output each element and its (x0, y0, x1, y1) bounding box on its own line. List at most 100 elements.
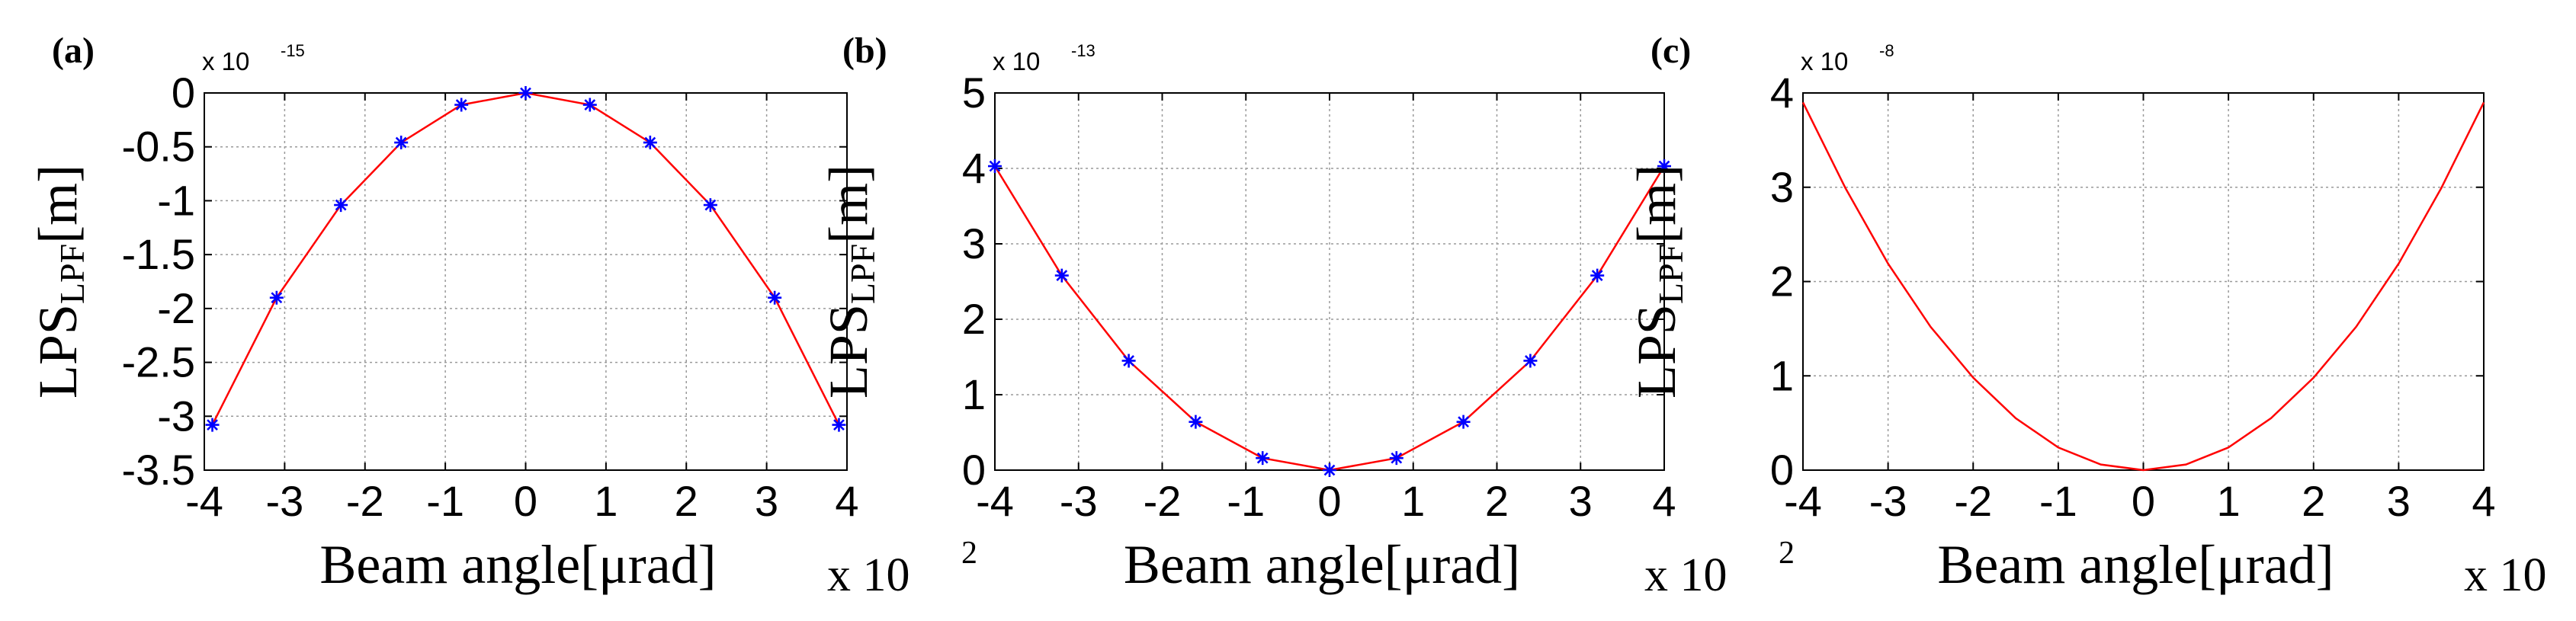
data-point-marker (518, 86, 533, 100)
data-point-marker (205, 418, 220, 432)
x-tick-label: -4 (976, 477, 1014, 525)
y-tick-label: 5 (962, 69, 986, 117)
data-point-marker (334, 198, 348, 213)
data-point-marker (582, 98, 597, 112)
x-axis-label: Beam angle[μrad] (319, 534, 716, 595)
x-tick-label: 1 (594, 477, 618, 525)
data-point-marker (768, 290, 782, 305)
x-tick-label: 0 (2132, 477, 2155, 525)
x-tick-label: 4 (1652, 477, 1676, 525)
y-axis-label-subscript: LPF (1651, 244, 1690, 304)
x-tick-label: -1 (426, 477, 464, 525)
x-tick-label: 3 (755, 477, 778, 525)
x-tick-label: -3 (265, 477, 303, 525)
x-tick-label: -3 (1869, 477, 1907, 525)
y-axis-label: LPSLPF[m] (27, 165, 91, 399)
data-point-marker (1523, 354, 1538, 368)
data-point-marker (1189, 415, 1203, 429)
data-point-marker (1323, 463, 1336, 477)
x-multiplier-base: x 10 (1644, 549, 1727, 601)
series-line (1801, 101, 2485, 472)
x-tick-label: 1 (2217, 477, 2241, 525)
x-multiplier-power: 2 (961, 536, 977, 571)
y-tick-label: -0.5 (122, 123, 196, 171)
y-axis-label-unit: [m] (27, 165, 88, 244)
x-tick-label: 3 (1569, 477, 1593, 525)
data-point-marker (1590, 268, 1605, 283)
y-axis-label: LPSLPF[m] (818, 165, 882, 399)
x-tick-label: 4 (2472, 477, 2495, 525)
data-point-marker (832, 418, 846, 432)
x-tick-label: -2 (1144, 477, 1182, 525)
y-tick-label: 4 (962, 144, 986, 192)
data-point-marker (1054, 268, 1069, 283)
x-tick-label: -3 (1060, 477, 1098, 525)
y-axis-label-main: LPS (1626, 304, 1687, 399)
y-tick-label: -2 (157, 284, 195, 332)
x-multiplier-power: 2 (1779, 536, 1795, 571)
panel-label: (a) (52, 30, 95, 71)
y-tick-label: -2.5 (122, 338, 196, 386)
y-tick-label: 3 (1770, 163, 1794, 211)
y-axis-label-unit: [m] (818, 165, 879, 244)
data-point-marker (1256, 451, 1270, 466)
x-tick-label: 2 (675, 477, 698, 525)
y-exponent-base: x 10 (993, 47, 1040, 75)
y-tick-label: 2 (1770, 258, 1794, 306)
y-tick-label: -3.5 (122, 446, 196, 494)
x-tick-label: 2 (1485, 477, 1509, 525)
x-tick-label: 4 (835, 477, 858, 525)
data-point-marker (1456, 415, 1471, 429)
x-tick-label: -2 (1954, 477, 1992, 525)
x-tick-label: -1 (2039, 477, 2077, 525)
chart-panel-3: -4 -3 -2 -1 0 1 2 3 4 0 1 2 3 4 (c) x 10 -8 LPSLPF[m] Beam… (1626, 30, 2547, 601)
y-axis-label-subscript: LPF (843, 244, 882, 304)
y-tick-label: -1.5 (122, 230, 196, 278)
data-point-marker (1657, 159, 1671, 174)
y-tick-label: -1 (157, 176, 195, 224)
data-point-marker (454, 98, 469, 112)
y-tick-label: 2 (962, 295, 986, 343)
y-exponent-base: x 10 (202, 47, 249, 75)
x-tick-label: 0 (514, 477, 537, 525)
x-tick-label: 0 (1317, 477, 1341, 525)
x-multiplier-base: x 10 (2464, 549, 2547, 601)
y-exponent-power: -8 (1879, 41, 1894, 60)
y-exponent-base: x 10 (1801, 47, 1848, 75)
x-axis-label: Beam angle[μrad] (1124, 534, 1520, 595)
y-axis-label: LPSLPF[m] (1626, 165, 1690, 399)
data-point-marker (1121, 354, 1136, 368)
x-tick-label: -1 (1227, 477, 1265, 525)
x-tick-label: -2 (346, 477, 384, 525)
data-point-marker (1389, 451, 1403, 466)
data-point-marker (643, 136, 657, 150)
panel-label: (c) (1651, 30, 1691, 71)
y-axis-label-main: LPS (818, 304, 879, 399)
y-tick-label: 1 (962, 370, 986, 418)
x-multiplier-base: x 10 (827, 549, 910, 601)
y-tick-label: 0 (962, 446, 986, 494)
y-axis-label-unit: [m] (1626, 165, 1687, 244)
y-tick-label: 4 (1770, 69, 1794, 117)
chart-panel-1: -4 -3 -2 -1 0 1 2 3 4 0 -0.5 -1 -1.5 -2 -2.5 -3 -3.5 (a) x… (27, 30, 977, 601)
data-point-marker (703, 198, 717, 213)
x-tick-label: -4 (1784, 477, 1822, 525)
x-tick-label: 2 (2302, 477, 2325, 525)
y-exponent-power: -15 (281, 41, 305, 60)
y-axis-label-main: LPS (27, 304, 88, 399)
y-exponent-power: -13 (1071, 41, 1096, 60)
y-tick-label: 3 (962, 219, 986, 267)
y-tick-label: 0 (1770, 446, 1794, 494)
y-tick-label: -3 (157, 392, 195, 440)
panel-label: (b) (842, 30, 887, 71)
y-tick-label: 0 (172, 69, 195, 117)
y-tick-label: 1 (1770, 351, 1794, 399)
data-point-marker (394, 136, 409, 150)
data-point-marker (988, 159, 1002, 174)
y-axis-label-subscript: LPF (53, 244, 91, 304)
data-point-marker (269, 290, 284, 305)
x-tick-label: 3 (2387, 477, 2411, 525)
x-tick-label: 1 (1401, 477, 1425, 525)
